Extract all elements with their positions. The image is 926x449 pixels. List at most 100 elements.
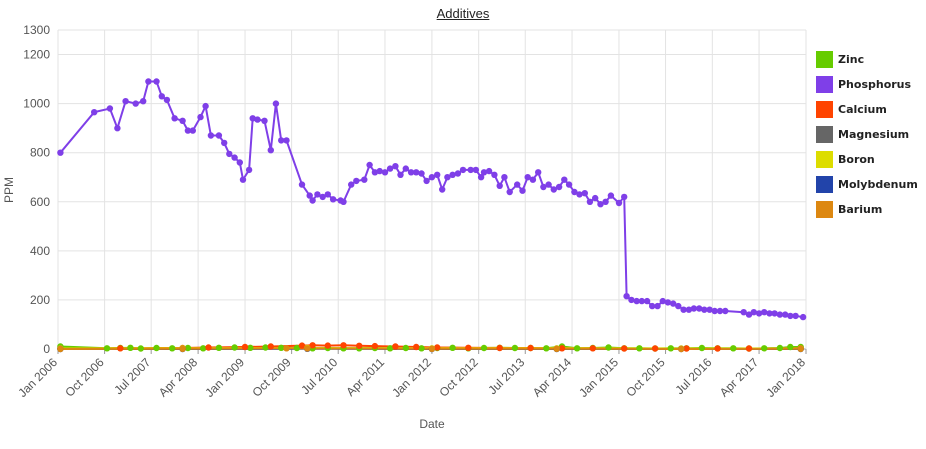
data-point-phosphorus [514, 181, 521, 188]
data-point-phosphorus [633, 297, 640, 305]
data-point-phosphorus [586, 198, 594, 205]
data-point-zinc [511, 344, 519, 352]
legend-item-magnesium[interactable]: Magnesium [816, 122, 918, 147]
legend-swatch [816, 126, 833, 143]
data-point-zinc [449, 344, 456, 351]
data-point-phosphorus [550, 186, 557, 193]
data-point-phosphorus [654, 302, 661, 310]
data-point-phosphorus [189, 127, 196, 134]
data-point-phosphorus [623, 293, 630, 300]
x-tick-label: Jul 2016 [672, 355, 714, 397]
legend-item-phosphorus[interactable]: Phosphorus [816, 72, 918, 97]
data-point-zinc [776, 344, 784, 352]
data-point-phosphorus [371, 169, 379, 176]
legend-item-calcium[interactable]: Calcium [816, 97, 918, 122]
legend-item-molybdenum[interactable]: Molybdenum [816, 172, 918, 197]
data-point-phosphorus [348, 181, 355, 188]
data-point-phosphorus [792, 312, 799, 320]
data-point-phosphorus [602, 198, 609, 205]
data-point-phosphorus [755, 310, 763, 317]
data-point-phosphorus [402, 165, 409, 172]
data-point-calcium [371, 342, 379, 350]
legend-swatch [816, 101, 833, 118]
data-point-phosphorus [57, 149, 64, 156]
data-point-phosphorus [485, 167, 493, 175]
data-point-barium [179, 345, 186, 352]
data-point-phosphorus [221, 139, 228, 147]
data-point-phosphorus [745, 311, 753, 318]
y-tick-label: 400 [30, 244, 50, 258]
chart-grid [57, 29, 807, 354]
data-point-phosphorus [207, 132, 215, 139]
data-point-phosphorus [535, 169, 542, 176]
legend-item-boron[interactable]: Boron [816, 147, 918, 172]
data-point-phosphorus [496, 182, 503, 189]
data-point-phosphorus [153, 78, 160, 85]
data-point-phosphorus [467, 166, 474, 174]
data-point-calcium [465, 344, 472, 351]
y-tick-label: 600 [30, 195, 50, 209]
legend-label: Barium [838, 203, 883, 216]
data-point-phosphorus [782, 311, 789, 318]
data-point-calcium [496, 344, 503, 352]
x-tick-label: Oct 2009 [249, 355, 294, 400]
data-point-calcium [714, 345, 721, 352]
data-point-phosphorus [407, 169, 415, 176]
data-point-phosphorus [366, 161, 373, 169]
data-point-zinc [787, 343, 794, 351]
data-point-zinc [103, 345, 111, 352]
data-point-phosphorus [439, 186, 446, 193]
data-point-phosphorus [761, 309, 768, 316]
data-point-calcium [205, 344, 212, 351]
data-point-phosphorus [114, 125, 121, 132]
legend-item-zinc[interactable]: Zinc [816, 47, 918, 72]
data-point-calcium [267, 343, 274, 350]
data-point-phosphorus [283, 137, 290, 144]
data-point-calcium [434, 344, 441, 351]
data-point-zinc [293, 344, 301, 352]
data-point-phosphorus [91, 109, 98, 116]
data-point-phosphorus [766, 310, 773, 317]
x-tick-label: Oct 2015 [623, 355, 668, 400]
x-tick-label: Oct 2006 [62, 355, 107, 400]
data-point-phosphorus [353, 177, 360, 185]
data-point-phosphorus [561, 176, 568, 183]
data-point-zinc [184, 344, 192, 352]
x-tick-label: Apr 2014 [530, 355, 575, 400]
data-point-zinc [667, 345, 674, 352]
data-point-phosphorus [581, 190, 588, 197]
data-point-phosphorus [106, 105, 114, 112]
data-point-phosphorus [799, 313, 807, 321]
data-point-phosphorus [392, 163, 399, 170]
data-point-calcium [392, 343, 399, 350]
data-point-phosphorus [643, 297, 651, 305]
data-point-zinc [200, 345, 207, 352]
data-point-zinc [278, 344, 285, 351]
data-point-phosphorus [231, 154, 238, 161]
data-point-phosphorus [459, 166, 467, 174]
data-point-phosphorus [319, 193, 326, 201]
data-point-phosphorus [722, 307, 729, 315]
x-tick-label: Jan 2009 [202, 355, 247, 400]
legend-item-barium[interactable]: Barium [816, 197, 918, 222]
data-point-phosphorus [477, 174, 485, 181]
data-point-phosphorus [272, 100, 280, 107]
data-point-phosphorus [449, 171, 456, 178]
data-point-calcium [527, 344, 534, 352]
data-point-phosphorus [324, 191, 331, 198]
x-tick-label: Oct 2012 [436, 355, 481, 400]
data-point-phosphorus [413, 169, 420, 176]
data-point-calcium [413, 343, 420, 351]
data-point-phosphorus [664, 299, 672, 306]
data-point-zinc [169, 345, 176, 352]
data-point-phosphorus [701, 306, 708, 313]
data-point-phosphorus [685, 306, 693, 313]
legend-swatch [816, 151, 833, 168]
x-tick-label: Jan 2018 [763, 355, 808, 400]
legend-swatch [816, 76, 833, 93]
data-point-barium [304, 345, 311, 352]
x-tick-label: Apr 2008 [156, 355, 201, 400]
data-point-phosphorus [145, 78, 152, 85]
data-point-phosphorus [261, 117, 268, 125]
data-point-phosphorus [565, 181, 573, 188]
